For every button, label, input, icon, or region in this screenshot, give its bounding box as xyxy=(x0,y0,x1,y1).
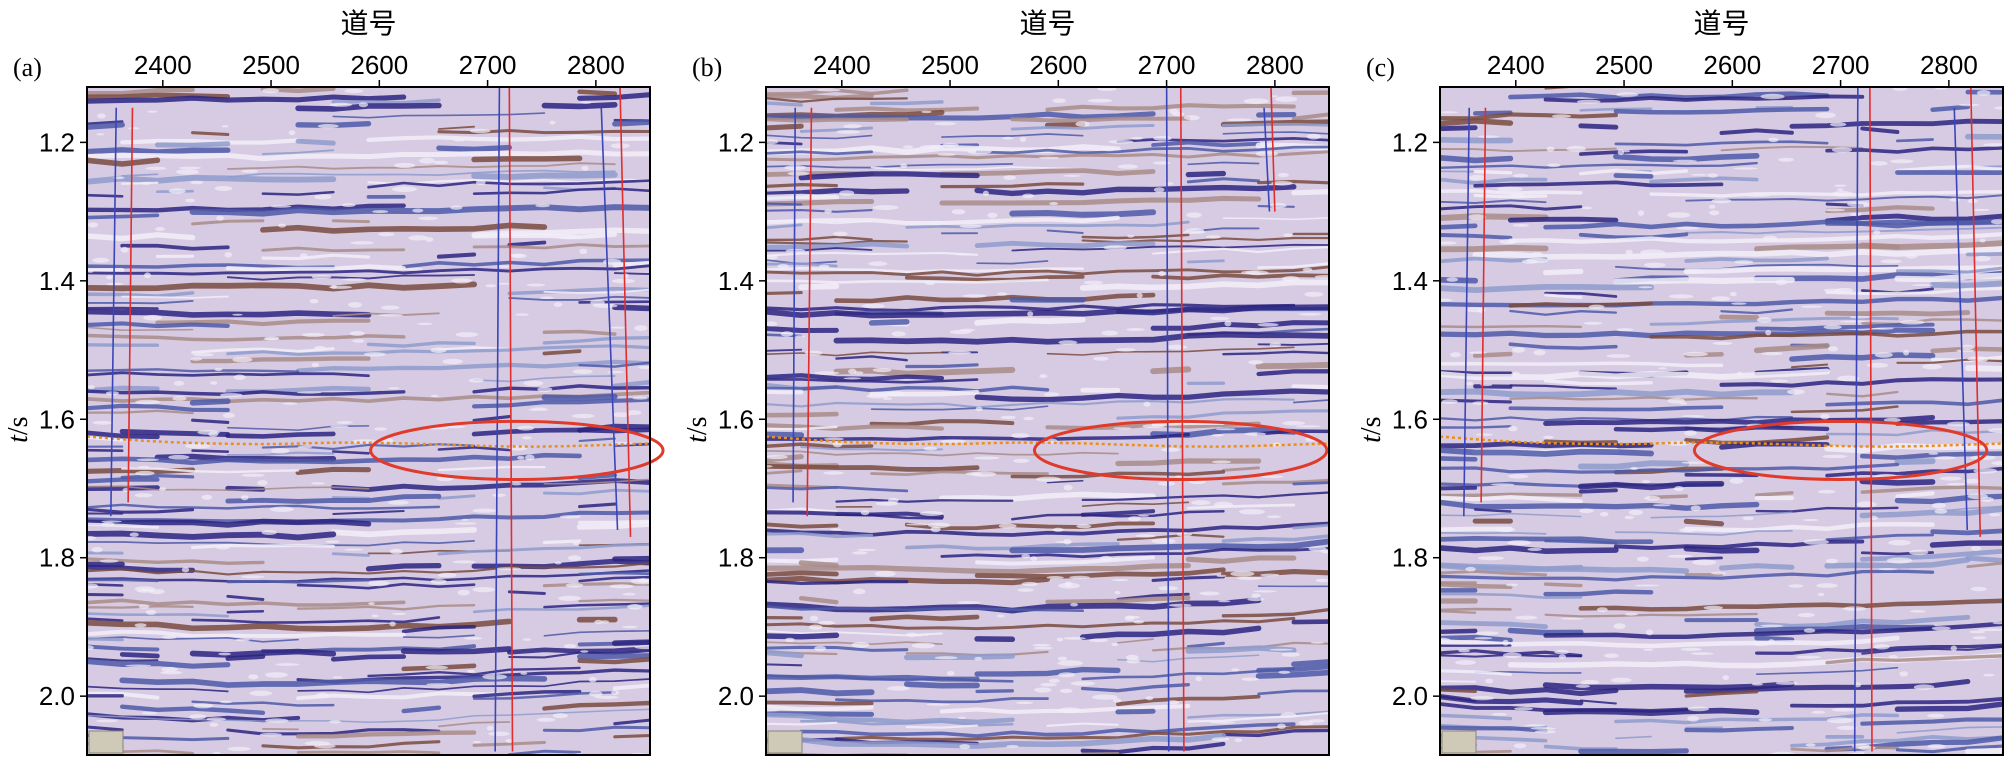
y-tick-label: 1.4 xyxy=(39,266,75,296)
x-tick-label: 2400 xyxy=(813,50,871,80)
x-tick-label: 2800 xyxy=(1920,50,1978,80)
fault-line-red xyxy=(1179,87,1185,752)
x-tick-label: 2600 xyxy=(1029,50,1087,80)
fault-line-blue xyxy=(1853,87,1859,752)
x-axis-title: 道号 xyxy=(340,7,396,40)
y-tick-label: 1.2 xyxy=(39,127,75,157)
fault-line-blue xyxy=(600,107,619,531)
fault-line-red xyxy=(1480,107,1487,503)
fault-line-blue xyxy=(494,87,501,752)
fault-line-blue xyxy=(1953,107,1969,531)
x-axis-title: 道号 xyxy=(1019,7,1075,40)
x-tick-label: 2500 xyxy=(242,50,300,80)
y-tick-label: 2.0 xyxy=(718,681,754,711)
fault-line-red xyxy=(127,107,134,503)
x-tick-label: 2400 xyxy=(1487,50,1545,80)
panel-a: 2400 2500 2600 2700 2800 1.2 1.4 1.6 1.8 2.0 道号 t/s… xyxy=(3,7,665,756)
seismic-image xyxy=(87,87,650,755)
y-tick-label: 1.6 xyxy=(718,404,754,434)
y-axis-title: t/s xyxy=(3,416,34,442)
highlight-ellipse xyxy=(1692,419,1989,482)
fault-line-red xyxy=(806,107,813,517)
highlight-ellipse xyxy=(369,419,665,482)
highlight-ellipse xyxy=(1032,419,1329,482)
y-tick-label: 1.2 xyxy=(1392,127,1428,157)
x-tick-label: 2700 xyxy=(459,50,517,80)
y-axis-title: t/s xyxy=(682,416,713,442)
colorbar-thumbnail xyxy=(1441,730,1477,754)
colorbar-thumbnail xyxy=(767,730,803,754)
x-axis-title: 道号 xyxy=(1693,7,1749,40)
seismic-image xyxy=(1440,87,2003,755)
y-tick-label: 1.4 xyxy=(718,266,754,296)
fault-line-red xyxy=(1869,87,1873,752)
x-tick-label: 2700 xyxy=(1138,50,1196,80)
plot-frame xyxy=(86,86,651,756)
panel-label: (b) xyxy=(692,53,722,82)
x-tick-label: 2400 xyxy=(134,50,192,80)
horizon-pick xyxy=(87,435,650,448)
y-tick-label: 1.4 xyxy=(1392,266,1428,296)
horizon-pick xyxy=(766,435,1329,448)
fault-line-red xyxy=(508,87,514,752)
plot-frame xyxy=(1439,86,2004,756)
x-tick-label: 2800 xyxy=(1246,50,1304,80)
fault-line-blue xyxy=(1463,107,1471,517)
horizon-pick xyxy=(1440,435,2003,448)
x-tick-label: 2500 xyxy=(1595,50,1653,80)
fault-line-blue xyxy=(110,107,118,517)
x-tick-label: 2600 xyxy=(350,50,408,80)
fault-line-red xyxy=(1270,87,1276,212)
y-tick-label: 1.2 xyxy=(718,127,754,157)
y-tick-label: 1.8 xyxy=(39,543,75,573)
plot-frame xyxy=(765,86,1330,756)
fault-line-blue xyxy=(1263,107,1271,212)
colorbar-thumbnail xyxy=(88,730,124,754)
y-tick-label: 1.8 xyxy=(1392,543,1428,573)
y-tick-label: 2.0 xyxy=(1392,681,1428,711)
fault-line-blue xyxy=(1165,87,1170,752)
seismic-image xyxy=(766,87,1329,755)
y-tick-label: 1.8 xyxy=(718,543,754,573)
y-tick-label: 2.0 xyxy=(39,681,75,711)
y-axis-title: t/s xyxy=(1356,416,1387,442)
x-tick-label: 2700 xyxy=(1812,50,1870,80)
panel-label: (c) xyxy=(1366,53,1395,82)
y-tick-label: 1.6 xyxy=(39,404,75,434)
panel-b: 2400 2500 2600 2700 2800 1.2 1.4 1.6 1.8 2.0 道号 t/s… xyxy=(682,7,1330,756)
panel-label: (a) xyxy=(13,53,42,82)
y-tick-label: 1.6 xyxy=(1392,404,1428,434)
x-tick-label: 2600 xyxy=(1703,50,1761,80)
panel-c: 2400 2500 2600 2700 2800 1.2 1.4 1.6 1.8 2.0 道号 t/s… xyxy=(1356,7,2004,756)
fault-line-red xyxy=(619,87,632,537)
fault-line-blue xyxy=(792,107,797,503)
x-tick-label: 2500 xyxy=(921,50,979,80)
x-tick-label: 2800 xyxy=(567,50,625,80)
